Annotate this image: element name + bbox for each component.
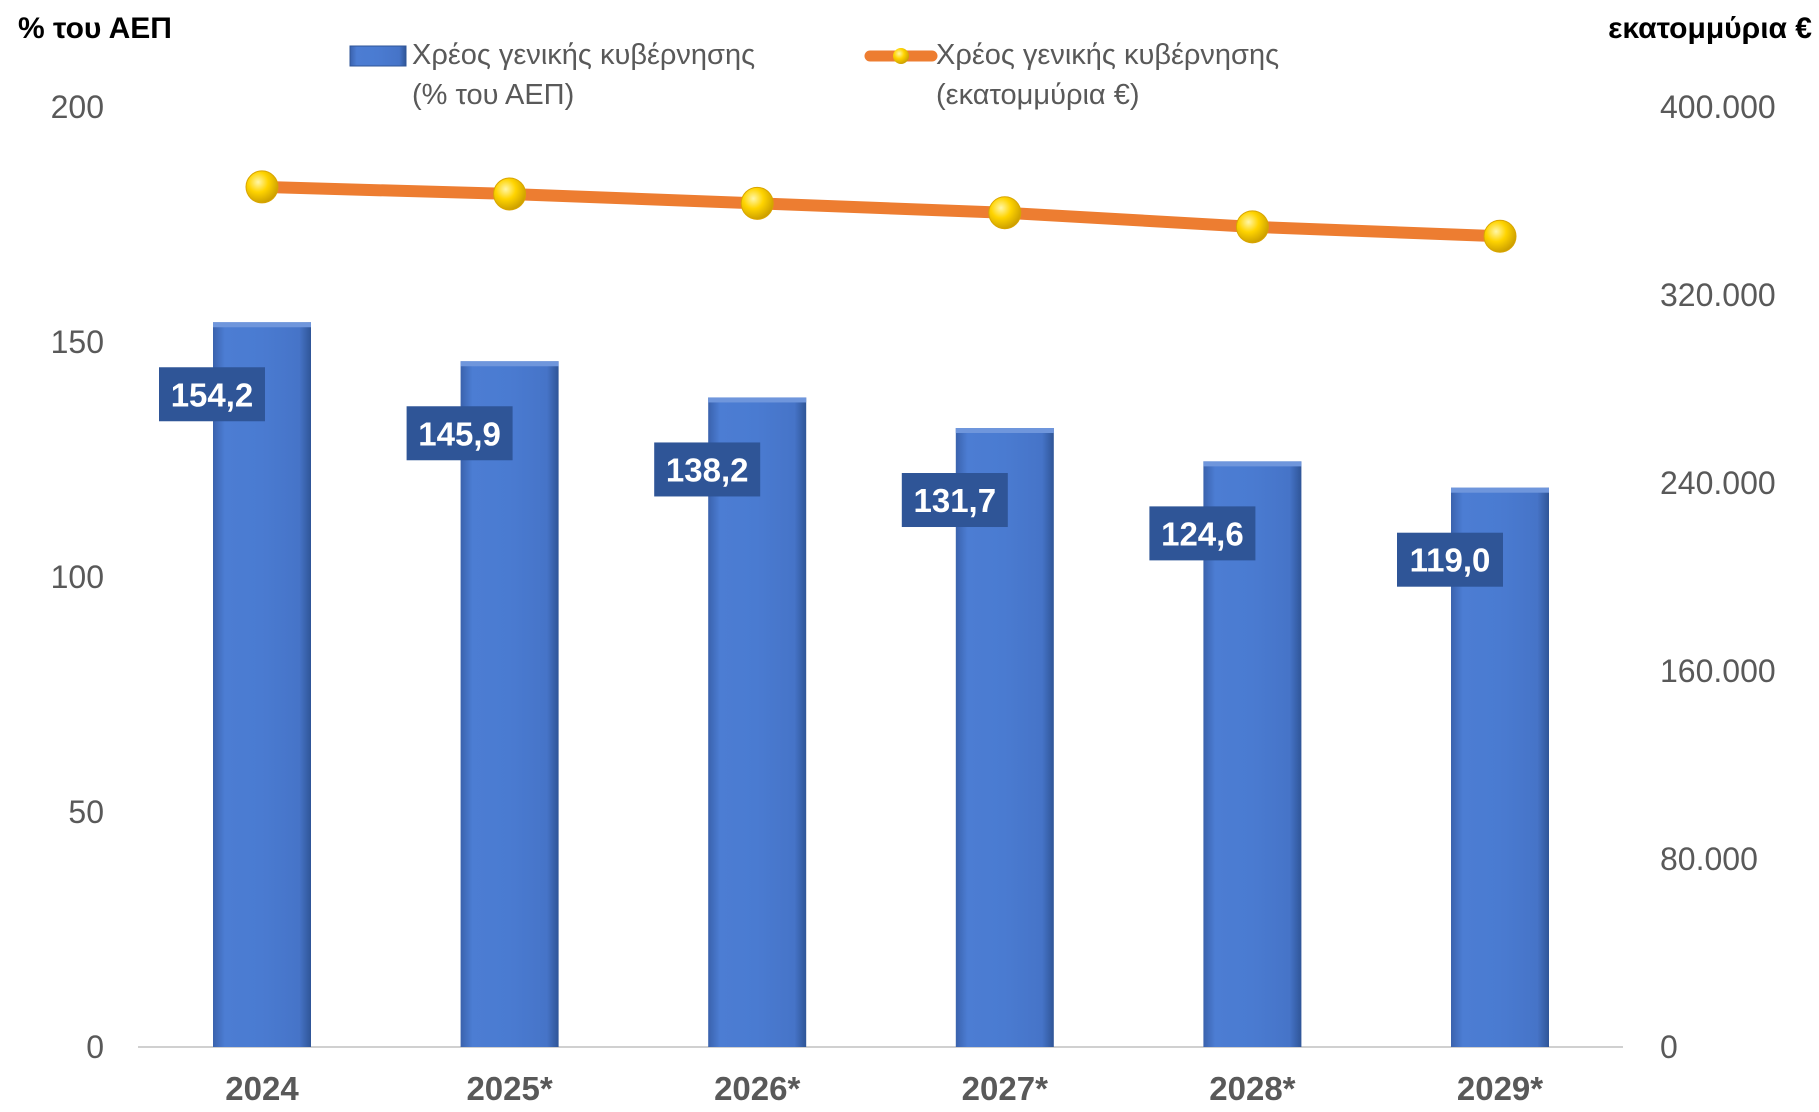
line-marker <box>1235 210 1269 244</box>
left-tick-label: 100 <box>51 559 104 595</box>
data-label-box <box>1149 506 1256 561</box>
legend-bar-label-line1: Χρέος γενικής κυβέρνησης <box>412 39 755 71</box>
line-marker <box>245 170 279 204</box>
legend-line-marker <box>893 48 909 64</box>
left-axis-title: % του ΑΕΠ <box>18 12 172 45</box>
left-tick-label: 150 <box>51 324 104 360</box>
bar-data-label: 154,2 <box>159 367 265 422</box>
legend-bar-label-line2: (% του ΑΕΠ) <box>412 79 574 111</box>
bar-data-label: 138,2 <box>654 442 761 497</box>
data-label-text: 145,9 <box>418 415 501 452</box>
bar-data-label: 145,9 <box>406 406 513 461</box>
line-path <box>256 180 1506 243</box>
x-tick-label: 2027* <box>962 1070 1048 1107</box>
legend: Χρέος γενικής κυβέρνησης (% του ΑΕΠ) Χρέ… <box>349 39 1279 111</box>
bar-top-edge <box>708 397 807 403</box>
bar-top-edge <box>460 361 559 367</box>
line-marker <box>493 177 527 211</box>
right-tick-label: 240.000 <box>1660 465 1776 501</box>
left-axis-ticks: 0 50 100 150 200 <box>51 89 104 1065</box>
bar-top-edge <box>213 322 311 328</box>
line-series <box>245 170 1517 253</box>
bar-data-label: 131,7 <box>901 473 1008 528</box>
x-tick-label: 2026* <box>714 1070 800 1107</box>
bar-data-label: 124,6 <box>1149 506 1256 561</box>
bar <box>213 322 311 1047</box>
data-label-text: 124,6 <box>1161 515 1244 552</box>
data-label-text: 131,7 <box>914 482 997 519</box>
bar-body <box>213 322 311 1047</box>
right-axis-title: εκατομμύρια € <box>1608 12 1812 45</box>
bar-body <box>955 428 1054 1047</box>
bar-body <box>460 361 559 1047</box>
data-label-box <box>406 406 513 461</box>
data-label-text: 138,2 <box>666 451 749 488</box>
bar-top-edge <box>955 428 1054 434</box>
bar <box>955 428 1054 1047</box>
line-marker <box>988 196 1022 230</box>
x-tick-label: 2029* <box>1457 1070 1543 1107</box>
x-axis-ticks: 2024 2025* 2026* 2027* 2028* 2029* <box>225 1070 1543 1107</box>
bar-body <box>708 397 807 1048</box>
right-tick-label: 80.000 <box>1660 841 1758 877</box>
bar-data-label: 119,0 <box>1397 532 1503 587</box>
bar-top-edge <box>1203 461 1302 467</box>
data-label-box <box>901 473 1008 528</box>
left-tick-label: 0 <box>86 1029 104 1065</box>
bar <box>708 397 807 1048</box>
legend-item-line: Χρέος γενικής κυβέρνησης (εκατομμύρια €) <box>864 39 1279 111</box>
legend-item-bar: Χρέος γενικής κυβέρνησης (% του ΑΕΠ) <box>349 39 755 111</box>
bar <box>460 361 559 1047</box>
data-label-box <box>1397 532 1503 587</box>
right-tick-label: 400.000 <box>1660 89 1776 125</box>
data-label-box <box>159 367 265 422</box>
data-label-text: 154,2 <box>171 376 254 413</box>
data-label-text: 119,0 <box>1410 542 1491 579</box>
line-marker <box>740 186 774 220</box>
bar-top-edge <box>1451 487 1549 493</box>
legend-line-label-line1: Χρέος γενικής κυβέρνησης <box>936 39 1279 71</box>
data-label-box <box>654 442 761 497</box>
legend-bar-swatch <box>349 45 407 67</box>
legend-line-label-line2: (εκατομμύρια €) <box>936 79 1140 111</box>
left-tick-label: 200 <box>51 89 104 125</box>
right-tick-label: 320.000 <box>1660 277 1776 313</box>
left-tick-label: 50 <box>68 794 104 830</box>
x-tick-label: 2024 <box>225 1070 299 1107</box>
x-tick-label: 2025* <box>466 1070 552 1107</box>
right-tick-label: 160.000 <box>1660 653 1776 689</box>
line-marker <box>1483 219 1517 253</box>
right-tick-label: 0 <box>1660 1029 1678 1065</box>
data-labels: 154,2 145,9 138,2 131,7 124,6 119,0 <box>159 367 1503 587</box>
right-axis-ticks: 0 80.000 160.000 240.000 320.000 400.000 <box>1660 89 1776 1065</box>
x-tick-label: 2028* <box>1209 1070 1295 1107</box>
